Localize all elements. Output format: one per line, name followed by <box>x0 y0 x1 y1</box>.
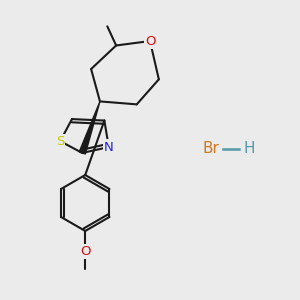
Text: S: S <box>56 135 64 148</box>
Text: O: O <box>145 34 155 48</box>
Polygon shape <box>79 101 100 154</box>
Text: N: N <box>104 141 114 154</box>
Text: Br: Br <box>202 141 219 156</box>
Text: O: O <box>80 245 91 258</box>
Text: H: H <box>243 141 255 156</box>
